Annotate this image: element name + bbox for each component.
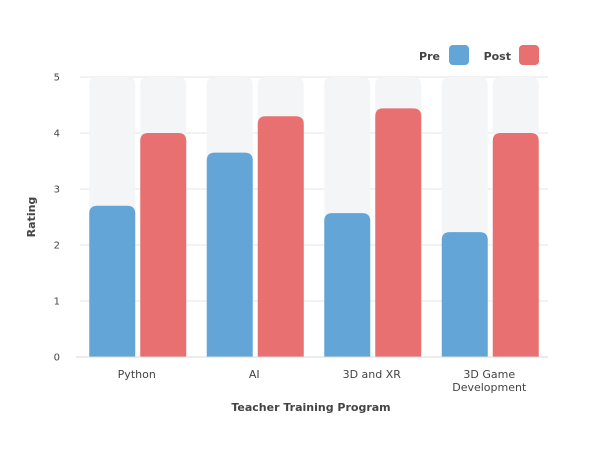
bar-post-1: [257, 116, 304, 357]
bar-pre-0: [89, 205, 136, 357]
y-tick-label: 4: [54, 129, 60, 140]
bars: [89, 108, 539, 357]
x-axis-categories: Python AI 3D and XR 3D Game Development: [118, 368, 527, 394]
bar-post-0: [140, 133, 187, 357]
y-tick-label: 2: [54, 241, 60, 252]
y-tick-label: 0: [54, 353, 60, 364]
bar-pre-1: [206, 152, 253, 357]
bar-post-3: [492, 133, 539, 357]
y-tick-label: 1: [54, 297, 60, 308]
legend: Pre Post: [419, 45, 539, 65]
bar-post-2: [375, 108, 422, 357]
legend-swatch-post: [519, 45, 539, 65]
x-category-label-line: Python: [118, 368, 156, 381]
y-tick-label: 3: [54, 185, 60, 196]
legend-label-post: Post: [484, 50, 511, 63]
x-category-label: AI: [249, 368, 260, 381]
x-category-label-line: 3D and XR: [343, 368, 402, 381]
x-category-label-line: 3D Game: [463, 368, 515, 381]
x-category-label: 3D Game Development: [452, 368, 527, 394]
legend-swatch-pre: [449, 45, 469, 65]
bar-pre-3: [441, 232, 488, 357]
y-tick-label: 5: [54, 73, 60, 84]
bar-pre-2: [324, 213, 371, 357]
x-category-label: 3D and XR: [343, 368, 402, 381]
legend-label-pre: Pre: [419, 50, 440, 63]
x-category-label: Python: [118, 368, 156, 381]
y-axis-title: Rating: [25, 197, 38, 238]
x-category-label-line: AI: [249, 368, 260, 381]
y-axis-ticks: 0 1 2 3 4 5: [54, 73, 60, 364]
x-axis-title: Teacher Training Program: [231, 401, 390, 414]
x-category-label-line: Development: [452, 381, 527, 394]
